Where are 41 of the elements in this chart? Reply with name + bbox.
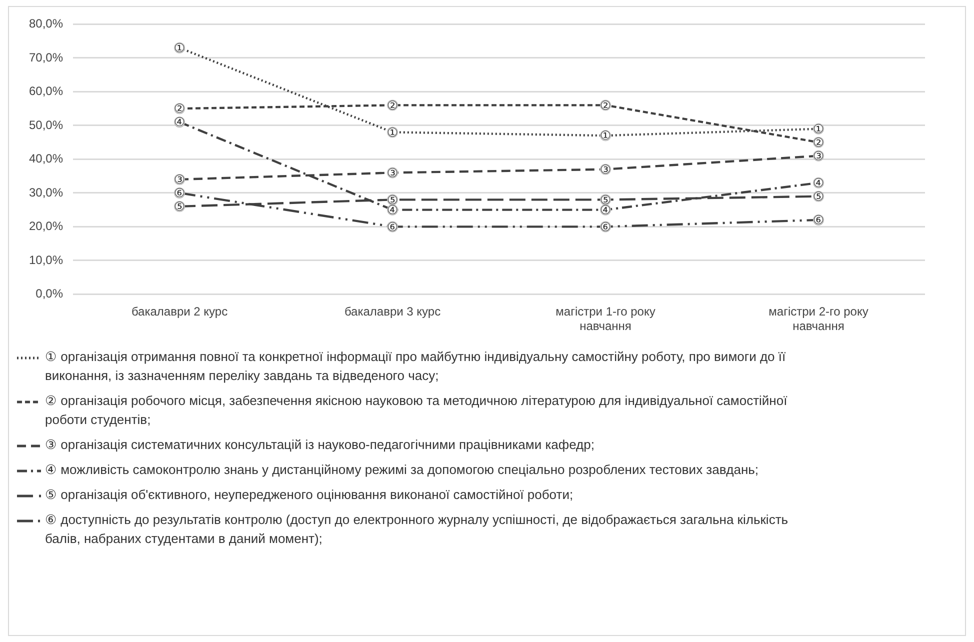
annotation: ⑤: [813, 189, 824, 204]
annotation: ③: [813, 148, 824, 163]
annotation: ②: [387, 98, 398, 112]
annotation: ②: [600, 98, 611, 112]
annotation: ⑥: [174, 186, 185, 200]
legend-label: ⑥ доступність до результатів контролю (доступ до електронного журналу успішності, де відображається загальна кількість балів, набраних студентами в даний момент);: [45, 511, 790, 548]
x-tick-label: магістри 2-го року навчання: [768, 304, 868, 334]
annotation: ⑤: [174, 200, 185, 214]
legend-label: ⑤ організація об'єктивного, неупередженого оцінювання виконаної самостійної роботи;: [45, 486, 574, 504]
y-tick-label: 60,0%: [28, 84, 64, 98]
annotation: ②: [174, 102, 185, 116]
y-tick-label: 0,0%: [36, 286, 64, 301]
legend-label: ① організація отримання повної та конкретної інформації про майбутню індивідуальну самостійну роботу, про вимоги до її виконання, із зазначенням переліку завдань та відведеного часу;: [45, 348, 787, 385]
y-tick-label: 10,0%: [28, 252, 64, 267]
y-tick-label: 30,0%: [28, 185, 64, 200]
y-tick-label: 40,0%: [28, 152, 64, 166]
annotation: ②: [813, 135, 824, 150]
annotation: ③: [174, 172, 185, 187]
legend-label: ③ організація систематичних консультацій із науково-педагогічними працівниками кафедр;: [45, 436, 594, 454]
annotation: ④: [600, 202, 611, 217]
y-tick-label: 50,0%: [28, 118, 64, 132]
annotation: ④: [813, 176, 824, 190]
annotation: ①: [813, 122, 824, 136]
annotation: ①: [387, 125, 398, 140]
legend-label: ② організація робочого місця, забезпечення якісною науковою та методичною літературою для індивідуальної самостійної роботи студентів;: [45, 392, 788, 429]
annotation: ⑥: [600, 220, 611, 234]
legend-label: ④ можливість самоконтролю знань у дистанційному режимі за допомогою спеціально розроблених тестових завдань;: [45, 461, 759, 479]
annotation: ④: [174, 115, 185, 130]
annotation: ①: [174, 40, 185, 55]
x-tick-label: бакалаври 2 курс: [131, 304, 228, 319]
y-tick-label: 80,0%: [28, 16, 64, 31]
x-tick-label: магістри 1-го року навчання: [556, 304, 656, 334]
y-tick-label: 70,0%: [28, 50, 64, 64]
annotation: ⑥: [813, 213, 824, 228]
annotation: ③: [387, 166, 398, 180]
x-tick-label: бакалаври 3 курс: [344, 304, 441, 319]
annotation: ⑥: [387, 220, 398, 234]
annotation: ③: [600, 162, 611, 176]
annotation: ④: [387, 202, 398, 217]
annotation: ①: [600, 128, 611, 143]
y-tick-label: 20,0%: [28, 219, 64, 234]
